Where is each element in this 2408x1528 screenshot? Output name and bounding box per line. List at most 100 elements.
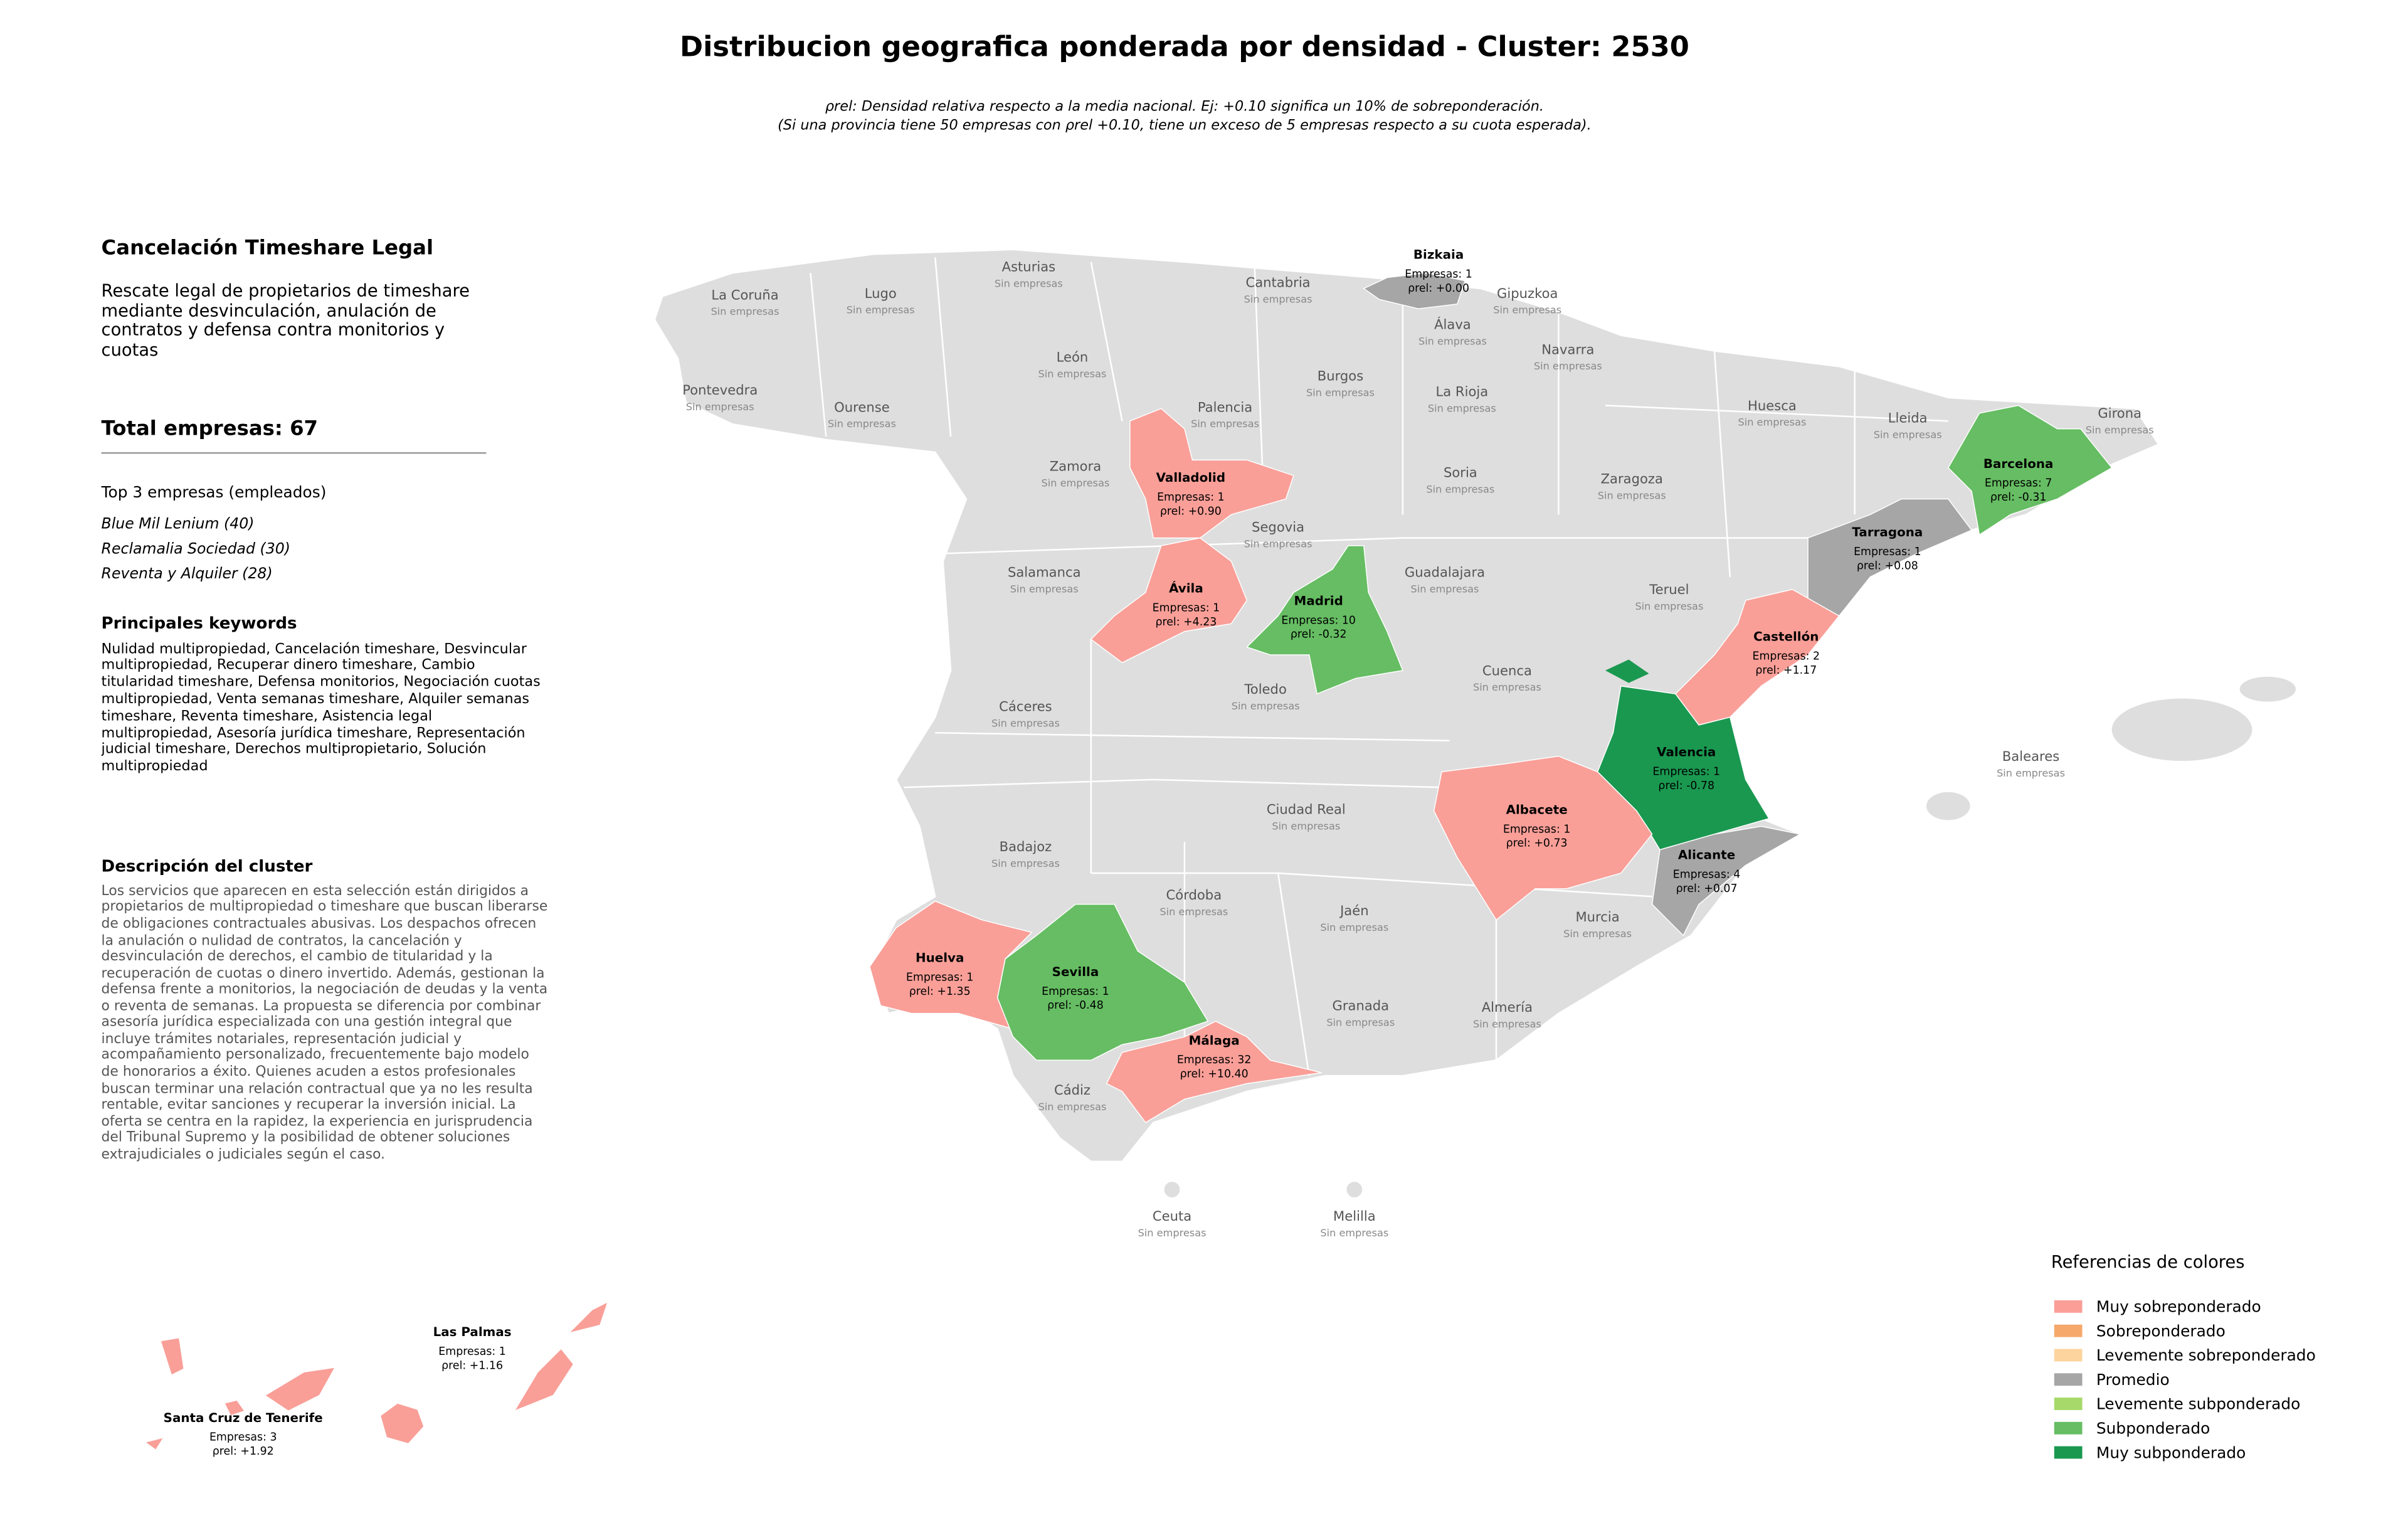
province-name: Barcelona — [1983, 457, 2054, 471]
cluster-name: Cancelación Timeshare Legal — [101, 236, 434, 261]
province-note: Sin empresas — [1010, 583, 1079, 595]
province-name: Girona — [2098, 405, 2141, 421]
province-name: Melilla — [1333, 1208, 1376, 1224]
province-rho: ρrel: +4.23 — [1155, 616, 1217, 629]
island — [2111, 698, 2252, 761]
sidebar: Cancelación Timeshare Legal Rescate lega… — [101, 236, 547, 1162]
province-note: Sin empresas — [1874, 429, 1942, 441]
province-shape — [160, 1337, 185, 1376]
cluster-summary: Rescate legal de propietarios de timesha… — [101, 280, 470, 361]
legend-label: Subponderado — [2096, 1419, 2210, 1437]
province-rho: ρrel: +0.00 — [1408, 282, 1469, 295]
province-name: Álava — [1434, 317, 1471, 332]
province-note: Sin empresas — [1418, 335, 1487, 347]
legend-label: Levemente subponderado — [2096, 1395, 2300, 1413]
province-name: Valladolid — [1156, 470, 1225, 485]
province-rho: ρrel: +1.17 — [1755, 664, 1817, 677]
province-shape — [1651, 825, 1802, 936]
province-name: Soria — [1444, 465, 1477, 480]
province-companies: Empresas: 7 — [1985, 477, 2052, 490]
province-name: Málaga — [1189, 1033, 1240, 1048]
province-companies: Empresas: 10 — [1281, 614, 1356, 627]
province-note: Sin empresas — [991, 857, 1060, 869]
province-rho: ρrel: -0.78 — [1658, 780, 1714, 792]
island — [2239, 676, 2296, 702]
province-note: Sin empresas — [1320, 1227, 1388, 1239]
province-note: Sin empresas — [1997, 767, 2065, 779]
province-shape — [1947, 405, 2113, 536]
legend-label: Muy sobreponderado — [2096, 1298, 2261, 1316]
province-rho: ρrel: +0.90 — [1160, 505, 1222, 517]
province-name: Alicante — [1678, 848, 1735, 862]
province-name: Zaragoza — [1601, 471, 1663, 487]
province-note: Sin empresas — [1038, 368, 1107, 380]
province-note: Sin empresas — [711, 305, 779, 317]
province-note: Sin empresas — [1041, 477, 1109, 489]
province-name: Cádiz — [1054, 1082, 1090, 1098]
province-name: Segovia — [1252, 519, 1304, 535]
province-note: Sin empresas — [1232, 700, 1300, 712]
cluster-heading: Descripción del cluster — [101, 857, 313, 876]
legend-title: Referencias de colores — [2051, 1253, 2245, 1272]
province-rho: ρrel: -0.32 — [1291, 629, 1347, 641]
province-name: León — [1057, 349, 1089, 365]
province-name: Cuenca — [1482, 662, 1532, 678]
province-companies: Empresas: 2 — [1753, 650, 1820, 662]
province-note: Sin empresas — [847, 304, 915, 316]
province-name: Murcia — [1575, 909, 1619, 925]
subtitle: (Si una provincia tiene 50 empresas con … — [778, 117, 1592, 133]
province-rho: ρrel: +0.73 — [1506, 837, 1568, 850]
legend-swatch — [2054, 1398, 2083, 1410]
province-name: La Coruña — [711, 287, 778, 302]
legend: Referencias de colores Muy sobreponderad… — [2051, 1253, 2316, 1462]
legend-label: Muy subponderado — [2096, 1443, 2246, 1462]
province-name: La Rioja — [1436, 383, 1489, 399]
province-name: Toledo — [1244, 681, 1286, 697]
province-shape — [264, 1366, 336, 1412]
province-name: Palencia — [1198, 399, 1252, 415]
province-note: Sin empresas — [1534, 360, 1602, 372]
province-name: Tarragona — [1852, 525, 1923, 539]
province-rho: ρrel: +1.16 — [441, 1359, 503, 1372]
province-companies: Empresas: 1 — [1405, 268, 1472, 281]
province-note: Sin empresas — [995, 277, 1063, 289]
province-note: Sin empresas — [2086, 424, 2154, 436]
province-shape — [1433, 755, 1653, 921]
province-name: Ciudad Real — [1267, 802, 1346, 817]
province-name: Lugo — [865, 285, 897, 301]
province-rho: ρrel: +0.08 — [1857, 560, 1918, 572]
province-name: Granada — [1332, 998, 1389, 1014]
province-name: Navarra — [1541, 341, 1594, 357]
province-companies: Empresas: 3 — [209, 1431, 277, 1444]
province-name: Jaén — [1339, 903, 1369, 918]
province-name: Asturias — [1002, 259, 1056, 275]
provinces: La Coruña Sin empresas Lugo Sin empresas Ast… — [144, 248, 2154, 1458]
province-name: Lleida — [1888, 410, 1928, 426]
province-note: Sin empresas — [1563, 928, 1632, 940]
province-note: Sin empresas — [1159, 906, 1228, 918]
province-companies: Empresas: 1 — [438, 1345, 506, 1358]
province-note: Sin empresas — [1038, 1101, 1107, 1113]
legend-swatch — [2054, 1324, 2083, 1337]
top-company: Reventa y Alquiler (28) — [101, 565, 273, 583]
province-name: Badajoz — [1000, 839, 1052, 854]
province-note: Sin empresas — [1244, 293, 1312, 305]
melilla-shape — [1346, 1182, 1363, 1197]
province-name: Ávila — [1169, 581, 1203, 596]
legend-label: Levemente sobreponderado — [2096, 1346, 2316, 1364]
province-name: Valencia — [1657, 745, 1716, 760]
province-note: Sin empresas — [1191, 418, 1259, 430]
province-companies: Empresas: 1 — [1157, 491, 1225, 504]
province-note: Sin empresas — [1598, 489, 1666, 501]
province-companies: Empresas: 1 — [1652, 765, 1720, 778]
province-note: Sin empresas — [1272, 820, 1340, 832]
province-name: Huesca — [1748, 398, 1797, 413]
ceuta-shape — [1164, 1182, 1180, 1197]
top-heading: Top 3 empresas (empleados) — [101, 484, 327, 502]
province-shape — [1245, 545, 1403, 695]
province-name: Albacete — [1506, 803, 1568, 817]
province-shape — [513, 1347, 574, 1412]
province-name: Baleares — [2002, 748, 2059, 764]
